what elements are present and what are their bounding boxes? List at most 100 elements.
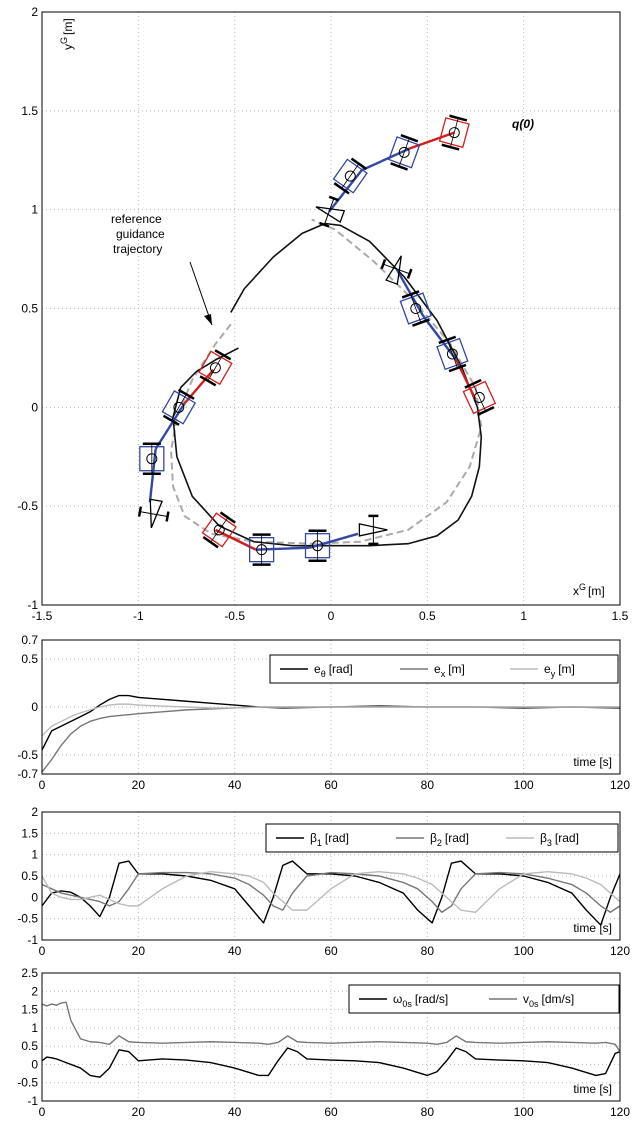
chain4-trailer-axle bbox=[170, 394, 187, 421]
velocities-line-v0s bbox=[41, 1001, 621, 1053]
trajectory-y-tick-label: 0 bbox=[31, 400, 38, 414]
chain3-trailer-axle bbox=[210, 517, 229, 543]
steering-x-tick-label: 0 bbox=[39, 944, 46, 958]
trajectory-series bbox=[170, 218, 483, 547]
chain4-trailer-tyre bbox=[199, 375, 217, 387]
errors-y-tick-label: -0.7 bbox=[17, 767, 38, 781]
robot-footprints bbox=[137, 114, 497, 566]
steering-axes-box bbox=[41, 811, 621, 941]
errors-legend-label: ex [m] bbox=[434, 662, 465, 679]
trajectory-y-label: yG[m] bbox=[59, 18, 75, 50]
steering-y-tick-label: -0.5 bbox=[17, 912, 38, 926]
steering-y-tick-label: 0.5 bbox=[21, 869, 38, 883]
trajectory-y-tick-label: 1.5 bbox=[21, 104, 38, 118]
chain3-trailer-hub bbox=[312, 540, 324, 552]
chain1-trailer-tyre bbox=[441, 143, 460, 151]
chain2-trailer-tyre bbox=[412, 318, 430, 327]
reference-annotation-line1: reference bbox=[111, 212, 162, 226]
chain4-trailer-hub bbox=[209, 362, 221, 374]
velocities-y-tick-label: 0.5 bbox=[21, 1039, 38, 1053]
chain4-tractor-tyre bbox=[165, 511, 170, 522]
velocities-y-tick-label: 1 bbox=[31, 1021, 38, 1035]
steering-y-tick-label: -1 bbox=[27, 933, 38, 947]
velocities-legend-box bbox=[348, 984, 620, 1014]
errors-x-tick-label: 100 bbox=[514, 778, 534, 792]
steering-ticks: 0 20 40 60 80 100 120 -1 -0.5 0 0.5 1 1.5 2 bbox=[17, 805, 630, 958]
errors-x-tick-label: 60 bbox=[324, 778, 338, 792]
trajectory-x-tick-label: 0.5 bbox=[419, 609, 436, 623]
chain4-tractor-axle bbox=[139, 511, 168, 517]
steering-legend-label: β3 [rad] bbox=[540, 831, 579, 848]
trajectory-x-label-sup: G bbox=[579, 582, 586, 592]
errors-y-tick-label: 0.7 bbox=[21, 633, 38, 647]
chain2-trailer-axle bbox=[472, 383, 487, 412]
steering-y-tick-label: 1.5 bbox=[21, 826, 38, 840]
chain1-trailer-axle bbox=[450, 117, 459, 148]
chain1-trailer-hub bbox=[448, 127, 460, 139]
chain3-link bbox=[255, 546, 310, 551]
errors-x-tick-label: 80 bbox=[421, 778, 435, 792]
trajectory-y-label-unit: [m] bbox=[61, 18, 75, 35]
errors-x-tick-label: 20 bbox=[132, 778, 146, 792]
steering-x-tick-label: 40 bbox=[228, 944, 242, 958]
errors-y-tick-label: -0.5 bbox=[17, 748, 38, 762]
trajectory-ticks: -1.5 -1 -0.5 0 0.5 1 1.5-1-0.500.511.52 bbox=[17, 5, 628, 623]
errors-legend-label: eθ [rad] bbox=[314, 662, 353, 679]
errors-x-tick-label: 120 bbox=[610, 778, 630, 792]
steering-legend-label: β2 [rad] bbox=[430, 831, 469, 848]
steering-y-tick-label: 2 bbox=[31, 805, 38, 819]
chain3-trailer-hub bbox=[256, 544, 268, 556]
chain4-link bbox=[154, 402, 186, 450]
velocities-y-tick-label: -0.5 bbox=[17, 1076, 38, 1090]
chain2-trailer-tyre bbox=[448, 363, 467, 373]
chain4-trailer-tyre bbox=[214, 349, 232, 361]
errors-y-tick-label: 0 bbox=[31, 700, 38, 714]
velocities-y-tick-label: 2.5 bbox=[21, 966, 38, 980]
chain1-trailer bbox=[387, 133, 421, 171]
velocities-x-tick-label: 100 bbox=[514, 1105, 534, 1119]
velocities-y-tick-label: 1.5 bbox=[21, 1003, 38, 1017]
reference-arrow-head bbox=[204, 314, 212, 325]
reference-annotation-line3: trajectory bbox=[113, 242, 162, 256]
q0-annotation: q(0) bbox=[512, 117, 534, 131]
chain4-tractor-tyre bbox=[137, 506, 143, 517]
reference-annotation-line2: guidance bbox=[116, 227, 165, 241]
chain1-trailer-axle bbox=[341, 163, 360, 189]
chain2-trailer-hub bbox=[446, 348, 458, 360]
velocities-panel: 0 20 40 60 80 100 120 -1 -0.5 0 0.5 1 1.5 2 2.5 time [s… bbox=[17, 966, 630, 1119]
velocities-x-tick-label: 40 bbox=[228, 1105, 242, 1119]
velocities-series bbox=[41, 1001, 621, 1078]
trajectory-x-label-unit: [m] bbox=[588, 584, 605, 598]
chain2-tractor-axle bbox=[383, 263, 410, 275]
steering-x-tick-label: 60 bbox=[324, 944, 338, 958]
chain2-trailer-axle bbox=[446, 339, 458, 369]
errors-series bbox=[41, 694, 621, 773]
trajectory-y-tick-label: 0.5 bbox=[21, 302, 38, 316]
trajectory-y-tick-label: -1 bbox=[27, 598, 38, 612]
chain2-trailer-hub bbox=[473, 391, 485, 403]
chain4-trailer-tyre bbox=[177, 388, 195, 400]
chain4-trailer-axle bbox=[207, 354, 224, 381]
chain2-link bbox=[422, 315, 458, 361]
chain2-trailer-hub bbox=[410, 303, 422, 314]
trajectory-y-tick-label: -0.5 bbox=[17, 499, 38, 513]
chain1-trailer bbox=[438, 114, 470, 151]
steering-legend-label: β1 [rad] bbox=[310, 831, 349, 848]
velocities-legend-label: v0s [dm/s] bbox=[523, 992, 574, 1009]
chain1-trailer bbox=[332, 157, 368, 195]
trajectory-y-tick-label: 2 bbox=[31, 5, 38, 19]
errors-x-tick-label: 0 bbox=[39, 778, 46, 792]
velocities-y-tick-label: 0 bbox=[31, 1057, 38, 1071]
chain2-link bbox=[395, 268, 425, 317]
velocities-x-tick-label: 0 bbox=[39, 1105, 46, 1119]
velocities-x-tick-label: 20 bbox=[132, 1105, 146, 1119]
chain2-trailer bbox=[462, 378, 497, 416]
chain2-trailer bbox=[436, 335, 469, 373]
errors-y-tick-label: 0.5 bbox=[21, 652, 38, 666]
errors-legend: eθ [rad] ex [m] ey [m] bbox=[269, 654, 619, 684]
steering-x-tick-label: 120 bbox=[610, 944, 630, 958]
velocities-axes-box bbox=[41, 972, 621, 1102]
chain3-trailer bbox=[304, 529, 331, 562]
